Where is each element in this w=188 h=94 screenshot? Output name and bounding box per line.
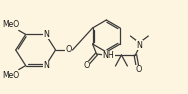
Text: N: N: [44, 30, 50, 39]
Text: MeO: MeO: [2, 20, 19, 29]
Text: O: O: [65, 45, 72, 55]
Text: N: N: [136, 41, 142, 50]
Text: N: N: [44, 61, 50, 70]
Text: MeO: MeO: [2, 71, 19, 80]
Text: NH: NH: [103, 51, 114, 60]
Text: O: O: [83, 61, 90, 70]
Text: O: O: [135, 65, 142, 74]
